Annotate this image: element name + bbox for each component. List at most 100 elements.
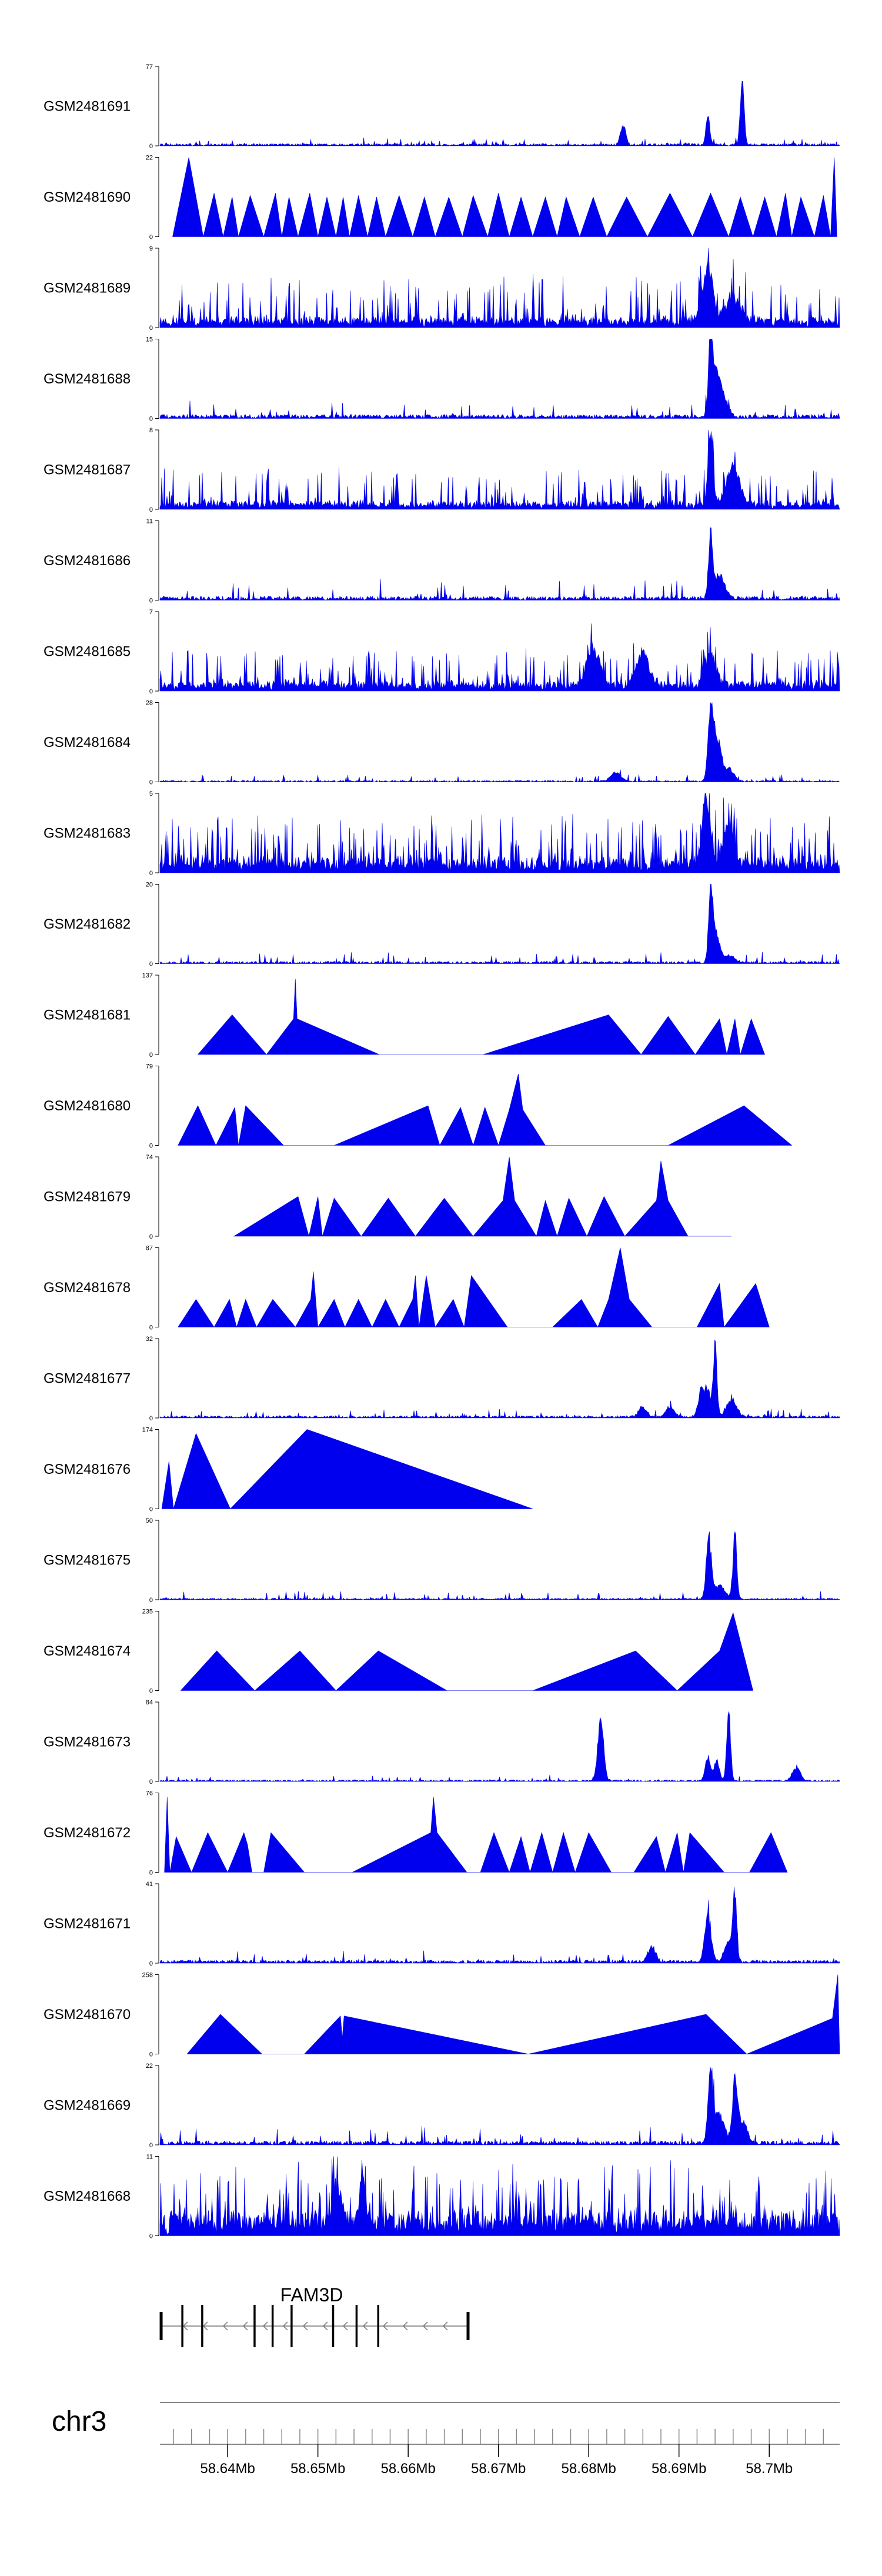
y-axis-zero-label: 0 — [149, 506, 153, 513]
x-tick-label: 58.7Mb — [746, 2461, 793, 2477]
coverage-area — [180, 1612, 753, 1691]
y-axis-zero-label: 0 — [149, 1688, 153, 1695]
coverage-area — [159, 702, 841, 783]
strand-arrow — [302, 2321, 308, 2331]
track-GSM2481683: GSM2481683 5 0 — [44, 790, 840, 877]
strand-arrow — [222, 2321, 228, 2331]
strand-arrow — [242, 2321, 248, 2331]
track-GSM2481671: GSM2481671 41 0 — [44, 1881, 840, 1967]
y-axis-zero-label: 0 — [149, 1324, 153, 1332]
y-axis-max-label: 22 — [146, 2063, 153, 2070]
coverage-area — [159, 339, 840, 419]
track-GSM2481676: GSM2481676 174 0 — [44, 1427, 533, 1513]
y-axis-max-label: 15 — [146, 336, 153, 343]
track-label: GSM2481680 — [44, 1098, 131, 1114]
y-axis-zero-label: 0 — [149, 2051, 153, 2058]
track-label: GSM2481690 — [44, 189, 131, 205]
x-tick-label: 58.67Mb — [471, 2461, 526, 2477]
coverage-area — [164, 1797, 788, 1873]
chromosome-label: chr3 — [52, 2406, 106, 2437]
track-GSM2481682: GSM2481682 20 0 — [44, 882, 840, 968]
track-GSM2481691: GSM2481691 77 0 — [44, 64, 840, 150]
track-label: GSM2481679 — [44, 1189, 131, 1205]
y-axis-max-label: 28 — [146, 700, 153, 707]
strand-arrow — [422, 2321, 428, 2331]
y-axis-max-label: 87 — [146, 1245, 153, 1252]
coverage-area — [233, 1156, 731, 1237]
coverage-area — [159, 527, 840, 601]
y-axis-zero-label: 0 — [149, 1233, 153, 1240]
track-label: GSM2481672 — [44, 1825, 131, 1841]
y-axis-max-label: 7 — [149, 609, 153, 616]
track-label: GSM2481681 — [44, 1007, 131, 1023]
gene-label-fam3d: FAM3D — [280, 2284, 343, 2305]
coverage-area — [178, 1073, 793, 1146]
x-tick-label: 58.64Mb — [200, 2461, 255, 2477]
y-axis-max-label: 76 — [146, 1790, 153, 1797]
track-GSM2481668: GSM2481668 11 0 — [44, 2154, 840, 2240]
track-label: GSM2481682 — [44, 916, 131, 932]
strand-arrow — [322, 2321, 328, 2331]
strand-arrow — [282, 2321, 288, 2331]
y-axis-max-label: 77 — [146, 64, 153, 71]
track-GSM2481675: GSM2481675 50 0 — [44, 1517, 840, 1604]
y-axis-zero-label: 0 — [149, 1052, 153, 1059]
track-GSM2481686: GSM2481686 11 0 — [44, 518, 840, 605]
coverage-area — [159, 1531, 840, 1600]
track-label: GSM2481671 — [44, 1916, 131, 1932]
strand-arrow — [342, 2321, 348, 2331]
track-GSM2481673: GSM2481673 84 0 — [44, 1699, 840, 1786]
track-GSM2481690: GSM2481690 22 0 — [44, 155, 837, 241]
track-label: GSM2481684 — [44, 735, 131, 750]
coverage-area — [159, 793, 840, 873]
coverage-area — [159, 2156, 840, 2236]
exon-mark — [159, 2312, 163, 2340]
y-axis-zero-label: 0 — [149, 1143, 153, 1150]
track-GSM2481689: GSM2481689 9 0 — [44, 245, 840, 332]
track-GSM2481688: GSM2481688 15 0 — [44, 336, 840, 423]
coverage-area — [159, 1887, 840, 1964]
y-axis-zero-label: 0 — [149, 779, 153, 786]
track-label: GSM2481675 — [44, 1553, 131, 1569]
gene-track: FAM3D — [159, 2284, 470, 2347]
track-label: GSM2481678 — [44, 1280, 131, 1296]
track-GSM2481684: GSM2481684 28 0 — [44, 700, 841, 786]
track-GSM2481669: GSM2481669 22 0 — [44, 2063, 840, 2149]
track-label: GSM2481674 — [44, 1643, 131, 1659]
coverage-area — [159, 248, 840, 328]
y-axis-zero-label: 0 — [149, 598, 153, 605]
signal-tracks: GSM2481691770GSM2481690220GSM248168990GS… — [44, 64, 841, 2240]
exon-mark — [377, 2305, 380, 2347]
track-GSM2481681: GSM2481681 137 0 — [44, 972, 766, 1059]
y-axis-zero-label: 0 — [149, 416, 153, 423]
y-axis-max-label: 11 — [146, 2154, 153, 2161]
track-label: GSM2481676 — [44, 1461, 131, 1477]
y-axis-max-label: 5 — [149, 790, 153, 798]
track-label: GSM2481689 — [44, 281, 131, 296]
coverage-area — [159, 429, 840, 510]
track-label: GSM2481669 — [44, 2098, 131, 2114]
y-axis-zero-label: 0 — [149, 870, 153, 877]
coverage-area — [186, 1974, 840, 2054]
y-axis-max-label: 8 — [149, 427, 153, 434]
exon-mark — [201, 2305, 203, 2347]
exon-mark — [271, 2305, 274, 2347]
track-GSM2481680: GSM2481680 79 0 — [44, 1063, 793, 1150]
y-axis-zero-label: 0 — [149, 1506, 153, 1513]
coverage-area — [159, 884, 840, 965]
y-axis-max-label: 137 — [142, 972, 153, 979]
track-GSM2481674: GSM2481674 235 0 — [44, 1609, 753, 1695]
coverage-area — [159, 81, 840, 147]
exon-mark — [355, 2305, 358, 2347]
y-axis-zero-label: 0 — [149, 143, 153, 150]
x-tick-label: 58.65Mb — [290, 2461, 345, 2477]
x-tick-label: 58.66Mb — [380, 2461, 435, 2477]
exon-mark — [332, 2305, 335, 2347]
y-axis-max-label: 174 — [142, 1427, 153, 1434]
y-axis-max-label: 9 — [149, 245, 153, 252]
strand-arrow — [182, 2321, 188, 2331]
y-axis-max-label: 258 — [142, 1972, 153, 1979]
x-tick-label: 58.69Mb — [652, 2461, 706, 2477]
y-axis-zero-label: 0 — [149, 688, 153, 695]
y-axis-zero-label: 0 — [149, 325, 153, 332]
